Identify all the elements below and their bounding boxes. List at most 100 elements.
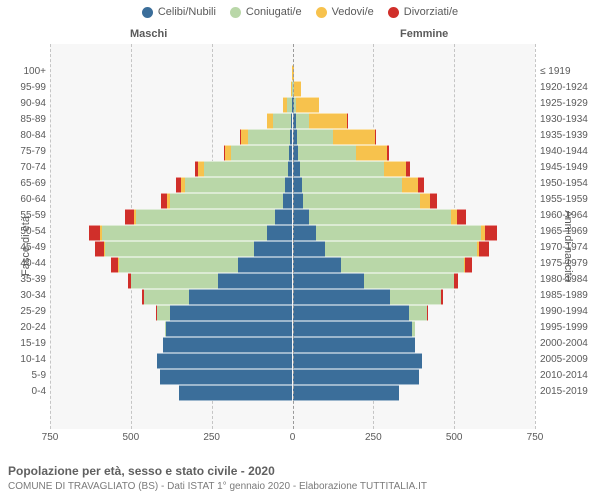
bar-female — [427, 305, 428, 321]
year-label: 1920-1924 — [540, 80, 600, 96]
bar-female — [293, 209, 309, 225]
year-label: 1950-1954 — [540, 176, 600, 192]
age-label: 85-89 — [2, 112, 46, 128]
bar-male — [131, 273, 218, 289]
bar-male — [181, 177, 185, 193]
legend-swatch — [230, 7, 241, 18]
plot: 100+≤ 191995-991920-192490-941925-192985… — [50, 44, 535, 429]
bar-female — [309, 113, 348, 129]
age-label: 70-74 — [2, 160, 46, 176]
year-label: 1960-1964 — [540, 208, 600, 224]
bar-male — [165, 321, 167, 337]
age-label: 35-39 — [2, 272, 46, 288]
bar-female — [485, 225, 497, 241]
gridline — [535, 44, 536, 429]
bar-female — [409, 305, 427, 321]
bar-male — [144, 289, 189, 305]
bar-female — [302, 177, 402, 193]
bar-male — [240, 129, 241, 145]
age-label: 65-69 — [2, 176, 46, 192]
bar-male — [179, 385, 292, 401]
age-label: 50-54 — [2, 224, 46, 240]
bar-male — [170, 305, 293, 321]
bar-female — [420, 193, 430, 209]
age-label: 55-59 — [2, 208, 46, 224]
legend-swatch — [142, 7, 153, 18]
bar-female — [296, 113, 309, 129]
age-label: 10-14 — [2, 352, 46, 368]
age-label: 95-99 — [2, 80, 46, 96]
bar-male — [157, 305, 170, 321]
legend-item: Coniugati/e — [230, 6, 302, 18]
bar-male — [170, 193, 283, 209]
bar-male — [195, 161, 198, 177]
legend-label: Coniugati/e — [246, 6, 302, 18]
bar-male — [218, 273, 292, 289]
bar-male — [157, 353, 293, 369]
bar-female — [293, 321, 413, 337]
bar-female — [412, 321, 415, 337]
year-label: 2000-2004 — [540, 336, 600, 352]
bar-female — [341, 257, 464, 273]
header-male: Maschi — [130, 28, 167, 40]
year-label: 1925-1929 — [540, 96, 600, 112]
bar-female — [296, 97, 319, 113]
bar-male — [283, 193, 293, 209]
bar-female — [297, 129, 333, 145]
legend-item: Vedovi/e — [316, 6, 374, 18]
year-label: 1980-1984 — [540, 272, 600, 288]
bar-male — [134, 209, 136, 225]
year-label: 1940-1944 — [540, 144, 600, 160]
chart-subtitle: COMUNE DI TRAVAGLIATO (BS) - Dati ISTAT … — [8, 480, 427, 494]
bar-male — [128, 273, 131, 289]
age-label: 90-94 — [2, 96, 46, 112]
bar-male — [224, 145, 226, 161]
bar-male — [111, 257, 117, 273]
age-label: 100+ — [2, 64, 46, 80]
bar-female — [293, 273, 364, 289]
bar-female — [293, 193, 304, 209]
chart-title: Popolazione per età, sesso e stato civil… — [8, 463, 427, 480]
year-label: 1930-1934 — [540, 112, 600, 128]
bar-male — [285, 177, 292, 193]
bar-female — [384, 161, 407, 177]
bar-male — [118, 257, 238, 273]
legend-item: Divorziati/e — [388, 6, 458, 18]
bar-female — [293, 289, 390, 305]
bar-female — [293, 353, 422, 369]
age-label: 40-44 — [2, 256, 46, 272]
year-label: 1975-1979 — [540, 256, 600, 272]
bar-male — [254, 241, 293, 257]
age-label: 45-49 — [2, 240, 46, 256]
legend-label: Vedovi/e — [332, 6, 374, 18]
bar-female — [402, 177, 418, 193]
bar-male — [273, 113, 291, 129]
x-tick-label: 500 — [122, 432, 139, 443]
bar-male — [136, 209, 275, 225]
bar-male — [125, 209, 134, 225]
age-label: 30-34 — [2, 288, 46, 304]
bar-male — [287, 97, 292, 113]
x-tick-label: 750 — [527, 432, 544, 443]
bar-female — [441, 289, 443, 305]
age-label: 5-9 — [2, 368, 46, 384]
year-label: 1990-1994 — [540, 304, 600, 320]
bar-male — [102, 225, 267, 241]
age-label: 75-79 — [2, 144, 46, 160]
bar-male — [89, 225, 100, 241]
legend-swatch — [388, 7, 399, 18]
x-tick-label: 500 — [446, 432, 463, 443]
legend: Celibi/NubiliConiugati/eVedovi/eDivorzia… — [0, 0, 600, 18]
bar-male — [142, 289, 143, 305]
age-label: 25-29 — [2, 304, 46, 320]
bar-female — [465, 257, 472, 273]
bar-male — [198, 161, 203, 177]
year-label: 2015-2019 — [540, 384, 600, 400]
bar-female — [293, 225, 316, 241]
year-label: 1935-1939 — [540, 128, 600, 144]
bar-female — [364, 273, 455, 289]
bar-female — [298, 145, 356, 161]
chart-container: Celibi/NubiliConiugati/eVedovi/eDivorzia… — [0, 0, 600, 500]
bar-male — [225, 145, 231, 161]
bar-female — [293, 177, 302, 193]
